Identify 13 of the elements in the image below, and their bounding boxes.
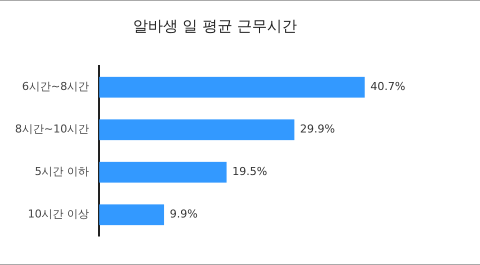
y-tick-label: 10시간 이상 bbox=[28, 208, 90, 221]
data-label: 19.5% bbox=[232, 165, 268, 178]
chart-title: 알바생 일 평균 근무시간 bbox=[132, 16, 298, 35]
data-label: 9.9% bbox=[170, 208, 198, 221]
bar bbox=[99, 119, 294, 140]
data-label: 40.7% bbox=[370, 80, 406, 94]
bar bbox=[99, 204, 164, 226]
bar bbox=[99, 162, 227, 183]
data-label: 29.9% bbox=[300, 122, 335, 136]
y-tick-label: 6시간~8시간 bbox=[22, 80, 90, 94]
y-tick-label: 5시간 이하 bbox=[34, 165, 90, 178]
y-tick-label: 8시간~10시간 bbox=[14, 122, 90, 136]
bar bbox=[99, 76, 365, 98]
